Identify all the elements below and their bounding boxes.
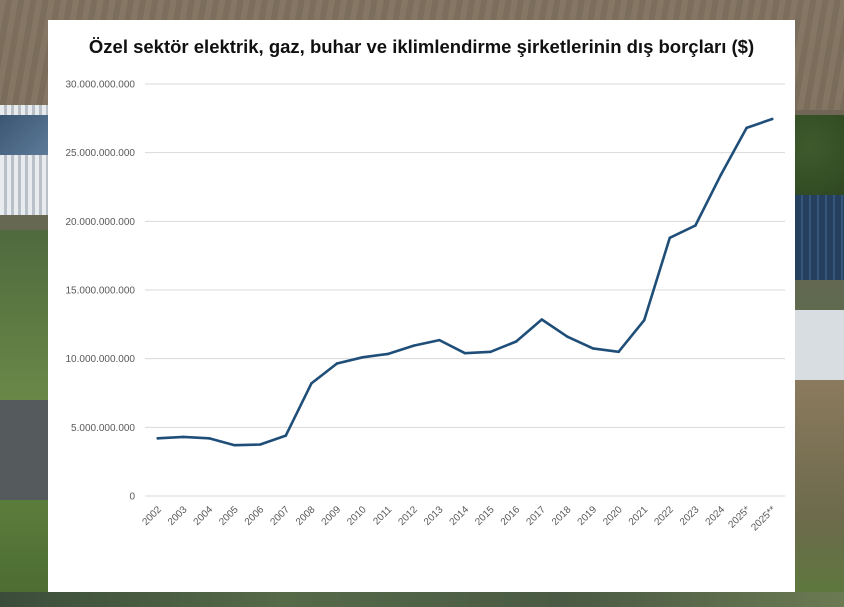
x-tick-label: 2018 xyxy=(550,504,574,528)
data-point xyxy=(642,318,646,322)
x-tick-label: 2024 xyxy=(704,504,728,528)
background-ground-right xyxy=(795,380,844,607)
y-tick-label: 25.000.000.000 xyxy=(65,148,135,159)
data-point xyxy=(182,435,185,439)
data-point xyxy=(412,344,416,347)
y-tick-label: 30.000.000.000 xyxy=(65,80,135,91)
x-tick-label: 2025** xyxy=(749,504,778,533)
data-point xyxy=(463,351,467,355)
data-point xyxy=(386,352,390,356)
x-tick-label: 2003 xyxy=(166,504,190,528)
data-point xyxy=(770,117,774,121)
x-tick-label: 2016 xyxy=(499,504,523,528)
data-point xyxy=(489,350,492,354)
x-tick-label: 2011 xyxy=(371,504,394,527)
x-tick-label: 2022 xyxy=(652,504,676,528)
x-tick-label: 2025* xyxy=(726,504,752,530)
x-tick-label: 2002 xyxy=(140,504,164,528)
data-point xyxy=(566,335,569,338)
data-point xyxy=(335,362,339,365)
background-solar-roof-left xyxy=(0,115,48,155)
background-bottom-strip xyxy=(0,592,844,607)
background-grass-left-lower xyxy=(0,500,48,607)
data-point xyxy=(438,338,441,342)
y-tick-label: 5.000.000.000 xyxy=(71,423,135,434)
background-solar-panels-right xyxy=(795,195,844,280)
x-tick-label: 2008 xyxy=(294,504,318,528)
data-point xyxy=(310,382,313,385)
data-point xyxy=(668,236,672,240)
y-tick-label: 10.000.000.000 xyxy=(65,354,135,365)
data-point xyxy=(258,443,262,446)
line-chart: 0 5.000.000.000 10.000.000.000 15.000.000.0… xyxy=(65,80,785,533)
data-point xyxy=(207,437,211,440)
data-point xyxy=(719,173,723,176)
x-tick-label: 2023 xyxy=(678,504,702,528)
data-point xyxy=(540,318,544,321)
background-building-right xyxy=(795,310,844,380)
x-tick-label: 2015 xyxy=(473,504,497,528)
background-grass-left xyxy=(0,230,48,410)
x-tick-label: 2017 xyxy=(524,504,548,528)
x-tick-label: 2004 xyxy=(192,504,216,528)
y-axis-ticks: 0 5.000.000.000 10.000.000.000 15.000.000.0… xyxy=(65,80,135,503)
x-tick-label: 2014 xyxy=(448,504,472,528)
data-point xyxy=(233,443,236,447)
series-line-0 xyxy=(156,117,774,447)
data-point xyxy=(156,437,160,440)
x-tick-label: 2021 xyxy=(627,504,651,528)
x-tick-label: 2010 xyxy=(345,504,369,528)
chart-title: Özel sektör elektrik, gaz, buhar ve ikli… xyxy=(88,36,755,57)
background-trees-right xyxy=(795,115,844,195)
y-tick-label: 15.000.000.000 xyxy=(65,286,135,297)
y-tick-label: 0 xyxy=(129,492,135,503)
x-tick-label: 2007 xyxy=(268,504,292,528)
x-tick-label: 2019 xyxy=(576,504,600,528)
x-tick-label: 2020 xyxy=(601,504,625,528)
x-tick-label: 2005 xyxy=(217,504,241,528)
data-point xyxy=(617,350,620,354)
y-tick-label: 20.000.000.000 xyxy=(65,217,135,228)
data-point xyxy=(284,434,288,437)
x-tick-label: 2013 xyxy=(422,504,446,528)
x-tick-label: 2009 xyxy=(320,504,344,528)
x-tick-label: 2006 xyxy=(243,504,267,528)
data-point xyxy=(694,224,697,227)
data-point xyxy=(591,347,595,350)
x-tick-label: 2012 xyxy=(396,504,420,528)
data-point xyxy=(745,126,748,130)
data-point xyxy=(361,355,364,359)
data-point xyxy=(514,340,518,343)
series-layer xyxy=(156,117,774,447)
gridlines xyxy=(145,83,785,497)
chart-panel: Özel sektör elektrik, gaz, buhar ve ikli… xyxy=(48,20,795,592)
x-axis-ticks: 2002 2003 2004 2005 2006 2007 2008 2009 2010 2011… xyxy=(140,504,778,533)
